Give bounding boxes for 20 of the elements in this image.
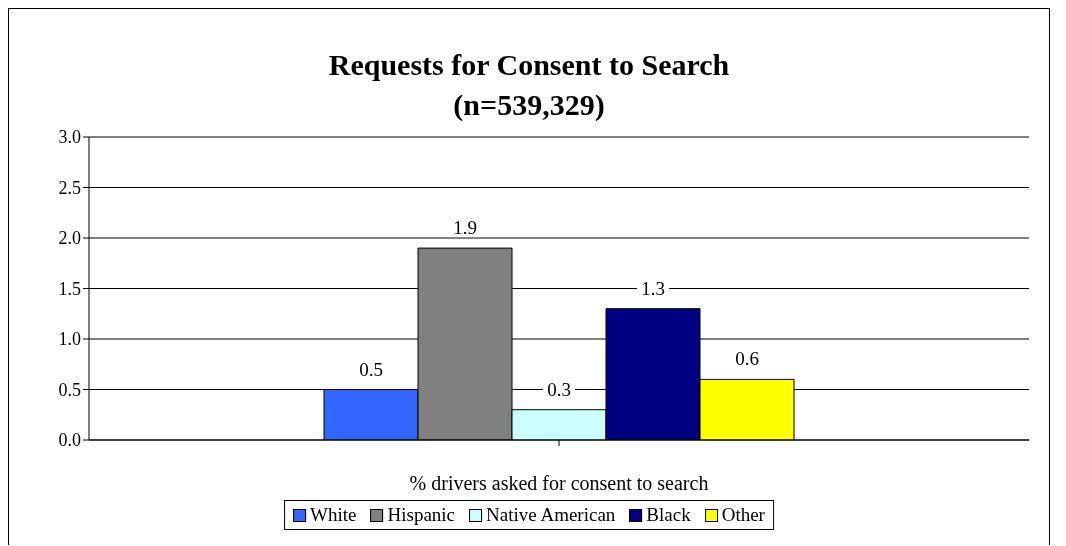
data-label: 1.9: [453, 217, 477, 239]
y-tick-label: 2.0: [58, 228, 81, 249]
legend-label: Hispanic: [387, 504, 456, 526]
y-tick-label: 0.5: [58, 379, 81, 400]
y-tick-label: 2.5: [58, 177, 81, 198]
legend-label: Native American: [486, 504, 616, 526]
data-label: 0.3: [547, 378, 571, 400]
y-tick-label: 0.0: [58, 430, 81, 451]
legend-label: Black: [646, 504, 691, 526]
y-tick-label: 1.0: [58, 329, 81, 350]
legend-label: Other: [721, 504, 765, 526]
data-label: 0.6: [735, 348, 759, 370]
chart-subtitle: (n=539,329): [452, 87, 606, 123]
x-axis-title: % drivers asked for consent to search: [409, 472, 709, 494]
data-label: 1.3: [641, 277, 665, 299]
legend-label: White: [310, 504, 357, 526]
chart-title: Requests for Consent to Search: [327, 47, 731, 83]
y-tick-label: 3.0: [58, 127, 81, 148]
y-tick-label: 1.5: [58, 278, 81, 299]
data-label: 0.5: [359, 358, 383, 380]
